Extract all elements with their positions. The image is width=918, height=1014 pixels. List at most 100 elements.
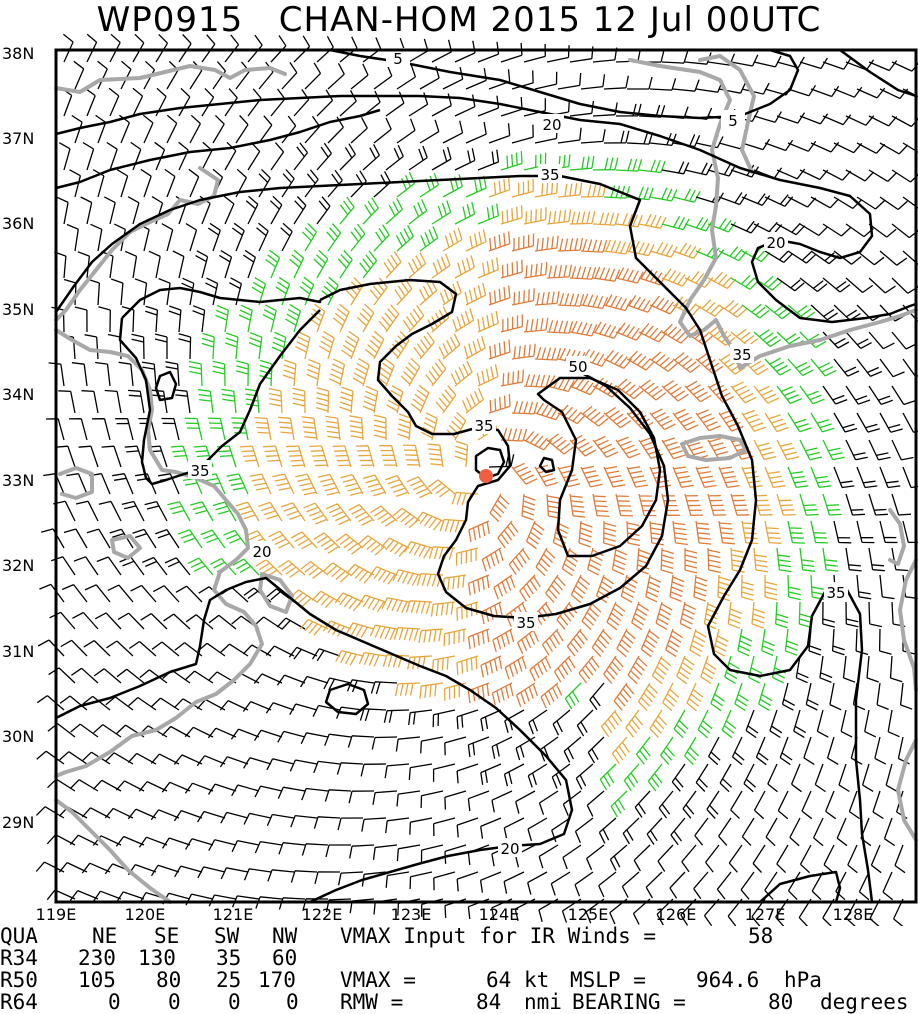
wind-barb (500, 369, 525, 387)
wind-barb (58, 390, 76, 414)
wind-barb (787, 84, 817, 97)
chart-title: WP0915 CHAN-HOM 2015 12 Jul 00UTC (0, 0, 918, 44)
contour-35-small-west (154, 370, 178, 402)
wind-barb (92, 169, 105, 198)
wind-barb (360, 763, 387, 777)
wind-barb (887, 709, 900, 738)
wind-barb (465, 121, 487, 144)
wind-barb (431, 655, 456, 673)
wind-barb (525, 520, 545, 550)
longitude-label: 120E (125, 905, 166, 924)
wind-barb (799, 223, 829, 236)
wind-barb (708, 736, 721, 766)
wind-barb (456, 763, 479, 784)
wind-barb (247, 34, 263, 63)
wind-barb (432, 709, 456, 728)
wind-barb (753, 790, 766, 820)
wind-barb (521, 493, 536, 521)
stats-header-sw: SW (214, 924, 240, 948)
wind-barb (538, 790, 559, 815)
wind-barb (695, 763, 709, 792)
wind-barb (313, 532, 341, 554)
wind-barb (695, 520, 712, 545)
wind-barb (613, 682, 635, 711)
wind-barb (454, 255, 475, 279)
wind-barb (705, 844, 720, 873)
wind-barb (672, 408, 699, 431)
wind-barb (781, 682, 796, 711)
wind-barb (764, 357, 792, 376)
wind-barb (845, 169, 875, 182)
wind-barb (325, 844, 351, 858)
wind-barb (348, 790, 375, 804)
contour-35-west-lobe (118, 309, 321, 486)
wind-barb (396, 65, 417, 90)
wind-barb (730, 438, 754, 460)
wind-barb (847, 844, 858, 874)
wind-barb (534, 235, 559, 252)
wind-barb (479, 871, 502, 893)
wind-barb (339, 196, 355, 225)
wind-barb (231, 222, 245, 252)
wind-barb (134, 278, 148, 306)
coastline-zhoushan (258, 572, 294, 614)
wind-barb (431, 93, 452, 117)
wind-barb (557, 237, 584, 252)
wind-barb (431, 146, 452, 171)
wind-barb (96, 556, 122, 576)
wind-barb (116, 169, 129, 198)
wind-barb (500, 205, 523, 225)
wind-barb (438, 333, 461, 360)
wind-barb (515, 790, 536, 814)
wind-barb (534, 347, 562, 361)
wind-barb (93, 724, 122, 738)
wind-barb (833, 466, 855, 489)
wind-barb (868, 331, 895, 350)
r50-ne: 105 (78, 968, 116, 992)
wind-barb (145, 305, 159, 333)
rmw-label: RMW = (340, 990, 404, 1014)
wind-barb (55, 445, 76, 468)
wind-barb (467, 736, 490, 758)
wind-barb (493, 574, 516, 600)
wind-barb (557, 127, 582, 144)
wind-barb (694, 817, 709, 846)
wind-barb (190, 501, 214, 522)
wind-barb (178, 333, 192, 360)
wind-barb (301, 416, 318, 441)
wind-barb (362, 144, 380, 171)
wind-barb (379, 445, 398, 468)
wind-barb (103, 196, 116, 225)
wind-barb (848, 790, 860, 820)
wind-barb (300, 675, 329, 688)
wind-barb (515, 682, 539, 708)
longitude-label: 119E (36, 905, 77, 924)
wind-barb (394, 278, 413, 306)
wind-barb (181, 277, 195, 306)
wind-barb (302, 222, 317, 252)
stats-header-quadrant: QUA (0, 924, 38, 948)
r50-label: R50 (0, 968, 38, 992)
wind-barb (592, 435, 619, 458)
wind-barb (207, 417, 226, 441)
wind-barb (151, 697, 180, 711)
stats-header-se: SE (154, 924, 180, 948)
wind-barb (741, 817, 755, 847)
wind-barb (684, 380, 712, 403)
wind-barb (245, 195, 259, 225)
wind-barb (504, 655, 527, 680)
coastline-kyushu (898, 558, 918, 692)
wind-barb (207, 222, 221, 252)
wind-barb (285, 304, 302, 333)
wind-barb (381, 597, 410, 614)
wind-barb (303, 502, 329, 525)
wind-barb (332, 303, 350, 333)
wind-barb (586, 790, 605, 817)
wind-barb (868, 60, 898, 72)
wind-barb (269, 195, 283, 225)
wind-barb (78, 445, 99, 468)
wind-barb (718, 300, 747, 318)
wind-barb (638, 159, 666, 174)
wind-barb (95, 114, 107, 144)
wind-barb (325, 503, 352, 526)
